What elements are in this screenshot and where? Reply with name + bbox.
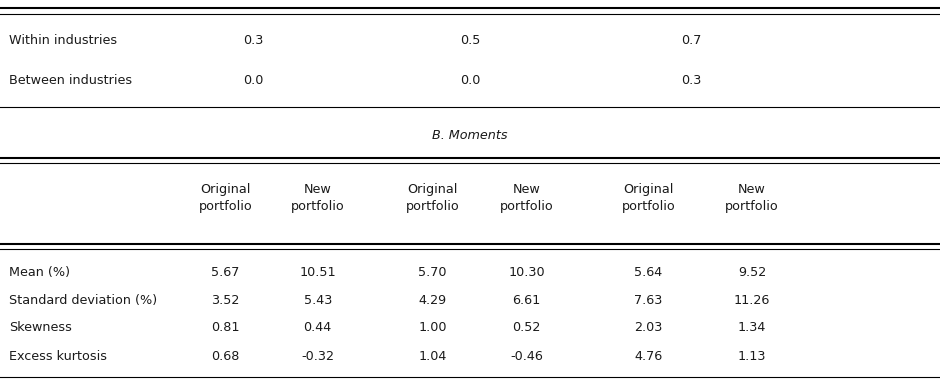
Text: Original
portfolio: Original portfolio	[198, 183, 253, 213]
Text: 9.52: 9.52	[738, 266, 766, 279]
Text: Between industries: Between industries	[9, 74, 133, 86]
Text: Standard deviation (%): Standard deviation (%)	[9, 295, 158, 307]
Text: 5.64: 5.64	[634, 266, 663, 279]
Text: 1.34: 1.34	[738, 321, 766, 334]
Text: 0.0: 0.0	[243, 74, 264, 86]
Text: 3.52: 3.52	[212, 295, 240, 307]
Text: 0.3: 0.3	[681, 74, 701, 86]
Text: New
portfolio: New portfolio	[499, 183, 554, 213]
Text: 0.7: 0.7	[681, 34, 701, 46]
Text: 0.44: 0.44	[304, 321, 332, 334]
Text: 4.76: 4.76	[634, 350, 663, 363]
Text: B. Moments: B. Moments	[432, 129, 508, 142]
Text: 11.26: 11.26	[734, 295, 770, 307]
Text: Original
portfolio: Original portfolio	[405, 183, 460, 213]
Text: -0.46: -0.46	[510, 350, 542, 363]
Text: 1.00: 1.00	[418, 321, 446, 334]
Text: 4.29: 4.29	[418, 295, 446, 307]
Text: 5.70: 5.70	[418, 266, 446, 279]
Text: Excess kurtosis: Excess kurtosis	[9, 350, 107, 363]
Text: 0.52: 0.52	[512, 321, 540, 334]
Text: New
portfolio: New portfolio	[290, 183, 345, 213]
Text: 10.30: 10.30	[509, 266, 544, 279]
Text: 0.5: 0.5	[460, 34, 480, 46]
Text: Mean (%): Mean (%)	[9, 266, 70, 279]
Text: 0.81: 0.81	[212, 321, 240, 334]
Text: 1.04: 1.04	[418, 350, 446, 363]
Text: 2.03: 2.03	[634, 321, 663, 334]
Text: New
portfolio: New portfolio	[725, 183, 779, 213]
Text: 0.0: 0.0	[460, 74, 480, 86]
Text: 5.67: 5.67	[212, 266, 240, 279]
Text: 6.61: 6.61	[512, 295, 540, 307]
Text: Within industries: Within industries	[9, 34, 118, 46]
Text: Original
portfolio: Original portfolio	[621, 183, 676, 213]
Text: 0.3: 0.3	[243, 34, 264, 46]
Text: 7.63: 7.63	[634, 295, 663, 307]
Text: 1.13: 1.13	[738, 350, 766, 363]
Text: 10.51: 10.51	[300, 266, 336, 279]
Text: -0.32: -0.32	[301, 350, 335, 363]
Text: 5.43: 5.43	[304, 295, 332, 307]
Text: 0.68: 0.68	[212, 350, 240, 363]
Text: Skewness: Skewness	[9, 321, 72, 334]
